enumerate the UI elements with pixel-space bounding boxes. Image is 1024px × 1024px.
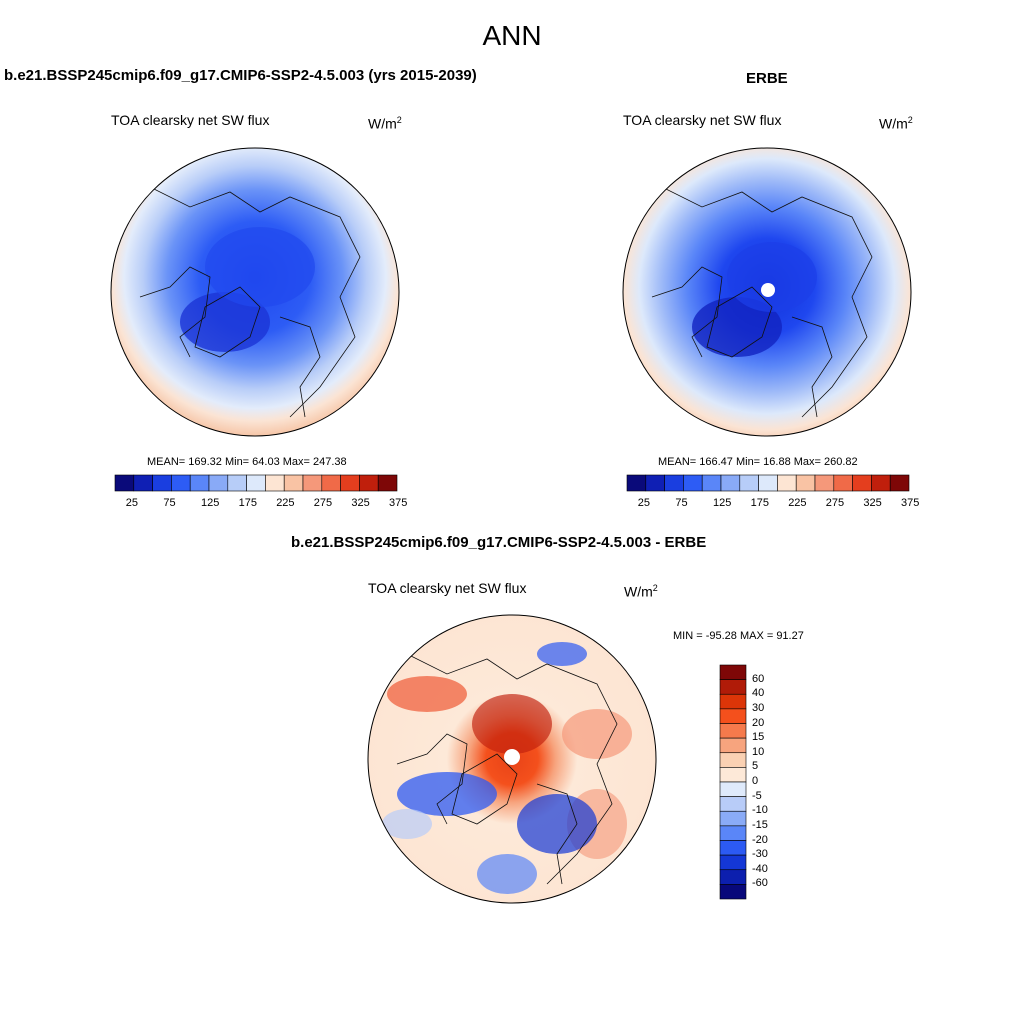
panel-diff-colorbar-swatch [719, 825, 747, 841]
panel-obs-colorbar-swatch [777, 474, 797, 492]
panel-diff-colorbar-tick-label: 0 [752, 775, 759, 787]
panel-model-colorbar-tick-label: 25 [125, 497, 139, 509]
panel-obs-colorbar-swatch [758, 474, 778, 492]
panel-model-colorbar-tick-label: 325 [351, 497, 370, 509]
panel-obs-colorbar-tick-label: 125 [713, 497, 732, 509]
panel-model-colorbar-tick-label: 175 [238, 497, 257, 509]
panel-model-colorbar-tick-label: 275 [313, 497, 333, 509]
panel-obs-colorbar-swatch [795, 474, 816, 492]
panel-diff-colorbar-swatch [719, 884, 747, 900]
panel-diff-colorbar-swatch [719, 781, 747, 797]
panel-diff-colorbar-tick-label: 40 [752, 687, 765, 700]
panel-diff-colorbar-tick-label: -5 [752, 789, 762, 802]
panel-diff-colorbar-swatch [719, 854, 747, 871]
panel-obs-colorbar-swatch [664, 474, 684, 492]
panel-obs-colorbar-tick-label: 275 [825, 497, 845, 509]
panel-model-colorbar-swatch [321, 474, 341, 492]
panel-diff-colorbar-tick-label: 5 [752, 760, 759, 773]
panel-diff-colorbar-swatch [719, 869, 747, 885]
panel-obs-colorbar-tick-label: 225 [788, 497, 807, 509]
panel-obs-colorbar-swatch [645, 474, 665, 492]
panel-obs-colorbar [626, 474, 910, 492]
panel-obs-colorbar-swatch [814, 474, 835, 492]
panel-model-colorbar-swatch [377, 474, 398, 492]
panel-diff-colorbar-tick-label: 30 [752, 701, 765, 714]
panel-diff-stats: MIN = -95.28 MAX = 91.27 [673, 630, 804, 642]
panel-model-colorbar-tick-label: 225 [276, 497, 295, 509]
panel-obs-colorbar-swatch [833, 474, 853, 492]
panel-diff-colorbar-swatch [719, 840, 747, 856]
panel-obs-variable: TOA clearsky net SW flux [623, 112, 782, 128]
panel-diff-polar-map [367, 614, 657, 904]
panel-model-colorbar-tick-label: 375 [389, 497, 408, 509]
panel-obs-colorbar-swatch [871, 474, 891, 492]
panel-diff-units: W/m2 [624, 583, 658, 600]
panel-obs-colorbar-swatch [889, 474, 910, 492]
panel-diff-colorbar-tick-label: 60 [752, 672, 765, 685]
panel-model-colorbar-swatch [340, 474, 360, 492]
panel-obs-colorbar-swatch [701, 474, 722, 492]
panel-model-colorbar-tick-label: 75 [163, 497, 176, 509]
panel-diff-colorbar-tick-label: 20 [752, 716, 765, 729]
panel-model-polar-map [110, 147, 400, 437]
panel-diff-colorbar-swatch [719, 693, 747, 710]
panel-obs-colorbar-tick-label: 25 [637, 497, 651, 509]
panel-model-colorbar-swatch [302, 474, 323, 492]
panel-model-colorbar-swatch [359, 474, 379, 492]
panel-model-colorbar-swatch [246, 474, 266, 492]
panel-obs-colorbar-swatch [852, 474, 872, 492]
panel-model-units: W/m2 [368, 115, 402, 132]
panel-diff-colorbar-labels: 60 40 30 20 15 10 5 0 -5 -10 -15 -20 -30 -40 -60 [750, 665, 790, 899]
panel-obs-colorbar-swatch [683, 474, 703, 492]
panel-diff-colorbar [719, 664, 747, 900]
panel-diff-colorbar-tick-label: -40 [752, 862, 768, 875]
panel-model-colorbar-swatch [208, 474, 229, 492]
panel-model-colorbar [114, 474, 398, 492]
panel-model-colorbar-swatch [265, 474, 285, 492]
panel-obs-polar-map [622, 147, 912, 437]
panel-diff-colorbar-swatch [719, 752, 747, 768]
panel-obs-colorbar-swatch [720, 474, 741, 492]
figure-title: ANN [482, 20, 542, 51]
panel-diff-colorbar-tick-label: -60 [752, 877, 768, 890]
panel-obs-colorbar-swatch [739, 474, 759, 492]
panel-diff-colorbar-swatch [719, 708, 747, 724]
panel-diff-colorbar-swatch [719, 810, 747, 827]
panel-diff-colorbar-tick-label: 15 [752, 731, 765, 744]
panel-model-colorbar-labels: 25 75 125 175 225 275 325 375 [115, 497, 408, 511]
panel-obs-colorbar-tick-label: 175 [750, 497, 769, 509]
panel-diff-colorbar-tick-label: 10 [752, 745, 765, 758]
panel-diff-colorbar-swatch [719, 737, 747, 754]
panel-model-colorbar-swatch [189, 474, 210, 492]
panel-diff-title: b.e21.BSSP245cmip6.f09_g17.CMIP6-SSP2-4.… [291, 534, 707, 551]
panel-diff-colorbar-swatch [719, 767, 747, 783]
panel-model-colorbar-swatch [227, 474, 247, 492]
panel-model-title: b.e21.BSSP245cmip6.f09_g17.CMIP6-SSP2-4.… [4, 67, 477, 84]
panel-obs-stats: MEAN= 166.47 Min= 16.88 Max= 260.82 [658, 456, 858, 468]
panel-diff-colorbar-swatch [719, 723, 747, 739]
panel-obs-title: ERBE [746, 70, 788, 87]
panel-model-colorbar-swatch [152, 474, 172, 492]
panel-model-colorbar-swatch [171, 474, 191, 492]
panel-model-variable: TOA clearsky net SW flux [111, 112, 270, 128]
panel-obs-colorbar-swatch [626, 474, 647, 492]
panel-diff-colorbar-swatch [719, 664, 747, 680]
panel-diff-colorbar-tick-label: -30 [752, 848, 768, 861]
panel-obs-colorbar-tick-label: 375 [901, 497, 920, 509]
panel-diff-colorbar-tick-label: -15 [752, 818, 768, 831]
panel-diff-colorbar-swatch [719, 796, 747, 812]
panel-obs-colorbar-tick-label: 75 [675, 497, 688, 509]
panel-model-colorbar-swatch [133, 474, 153, 492]
panel-obs-colorbar-labels: 25 75 125 175 225 275 325 375 [627, 497, 920, 511]
panel-model-stats: MEAN= 169.32 Min= 64.03 Max= 247.38 [147, 456, 347, 468]
panel-obs-colorbar-tick-label: 325 [863, 497, 882, 509]
panel-diff-colorbar-tick-label: -10 [752, 804, 768, 817]
panel-obs-units: W/m2 [879, 115, 913, 132]
panel-model-colorbar-swatch [114, 474, 135, 492]
panel-diff-colorbar-tick-label: -20 [752, 833, 768, 846]
panel-diff-colorbar-swatch [719, 679, 747, 695]
panel-model-colorbar-swatch [283, 474, 304, 492]
panel-model-colorbar-tick-label: 125 [201, 497, 220, 509]
panel-diff-variable: TOA clearsky net SW flux [368, 580, 527, 596]
